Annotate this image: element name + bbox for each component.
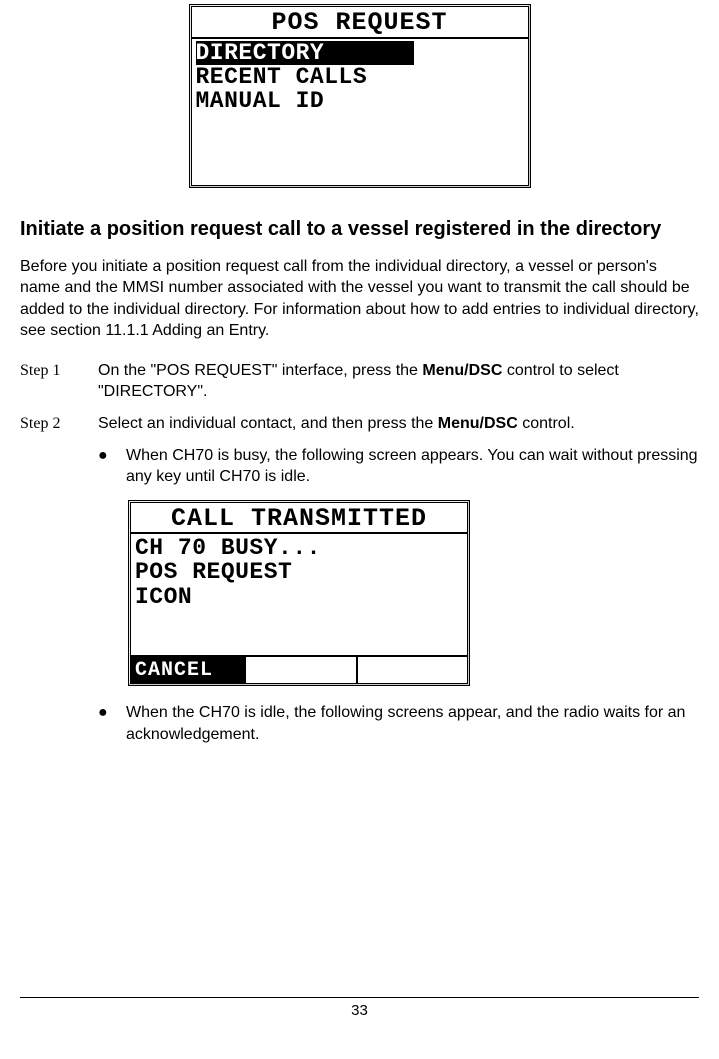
step2-bold: Menu/DSC xyxy=(438,415,518,432)
lcd-inner: POS REQUEST DIRECTORY RECENT CALLS MANUA… xyxy=(191,6,529,186)
lcd-menu-line: MANUAL ID xyxy=(196,88,325,114)
lcd-menu-line-selected: DIRECTORY xyxy=(196,41,415,65)
step-text: On the "POS REQUEST" interface, press th… xyxy=(98,360,699,403)
lcd-softkey-empty xyxy=(358,657,467,683)
lcd-softkey-empty xyxy=(246,657,357,683)
bullet-item: ● When the CH70 is idle, the following s… xyxy=(98,702,699,745)
lcd-screen-pos-request: POS REQUEST DIRECTORY RECENT CALLS MANUA… xyxy=(20,4,699,188)
bullet-text: When the CH70 is idle, the following scr… xyxy=(126,702,699,745)
lcd-inner: CALL TRANSMITTED CH 70 BUSY... POS REQUE… xyxy=(130,502,468,685)
lcd-line: CH 70 BUSY... xyxy=(135,535,321,561)
lcd-body: CH 70 BUSY... POS REQUEST ICON xyxy=(131,534,467,655)
lcd-frame: POS REQUEST DIRECTORY RECENT CALLS MANUA… xyxy=(189,4,531,188)
lcd-footer: CANCEL xyxy=(131,655,467,683)
section-heading: Initiate a position request call to a ve… xyxy=(20,216,699,242)
lcd-line: POS REQUEST xyxy=(135,559,292,585)
step2-pre: Select an individual contact, and then p… xyxy=(98,415,438,432)
lcd-menu-line: RECENT CALLS xyxy=(196,64,368,90)
step-2: Step 2 Select an individual contact, and… xyxy=(20,413,699,435)
step-text: Select an individual contact, and then p… xyxy=(98,413,699,435)
bullet-item: ● When CH70 is busy, the following scree… xyxy=(98,445,699,488)
lcd-line: ICON xyxy=(135,584,192,610)
step2-post: control. xyxy=(518,415,575,432)
lcd-body: DIRECTORY RECENT CALLS MANUAL ID xyxy=(192,39,528,185)
lcd-title: POS REQUEST xyxy=(192,7,528,39)
intro-paragraph: Before you initiate a position request c… xyxy=(20,256,699,342)
step-label: Step 1 xyxy=(20,360,98,403)
step1-pre: On the "POS REQUEST" interface, press th… xyxy=(98,362,422,379)
lcd-screen-call-transmitted: CALL TRANSMITTED CH 70 BUSY... POS REQUE… xyxy=(128,500,699,687)
bullet-text: When CH70 is busy, the following screen … xyxy=(126,445,699,488)
step-1: Step 1 On the "POS REQUEST" interface, p… xyxy=(20,360,699,403)
step1-bold: Menu/DSC xyxy=(422,362,502,379)
lcd-softkey-cancel: CANCEL xyxy=(131,657,246,683)
step-label: Step 2 xyxy=(20,413,98,435)
page-footer: 33 xyxy=(20,997,699,1019)
manual-page: POS REQUEST DIRECTORY RECENT CALLS MANUA… xyxy=(0,4,719,1059)
bullet-icon: ● xyxy=(98,702,126,745)
lcd-title: CALL TRANSMITTED xyxy=(131,503,467,535)
lcd-frame: CALL TRANSMITTED CH 70 BUSY... POS REQUE… xyxy=(128,500,470,687)
page-number: 33 xyxy=(351,1002,368,1019)
bullet-icon: ● xyxy=(98,445,126,488)
